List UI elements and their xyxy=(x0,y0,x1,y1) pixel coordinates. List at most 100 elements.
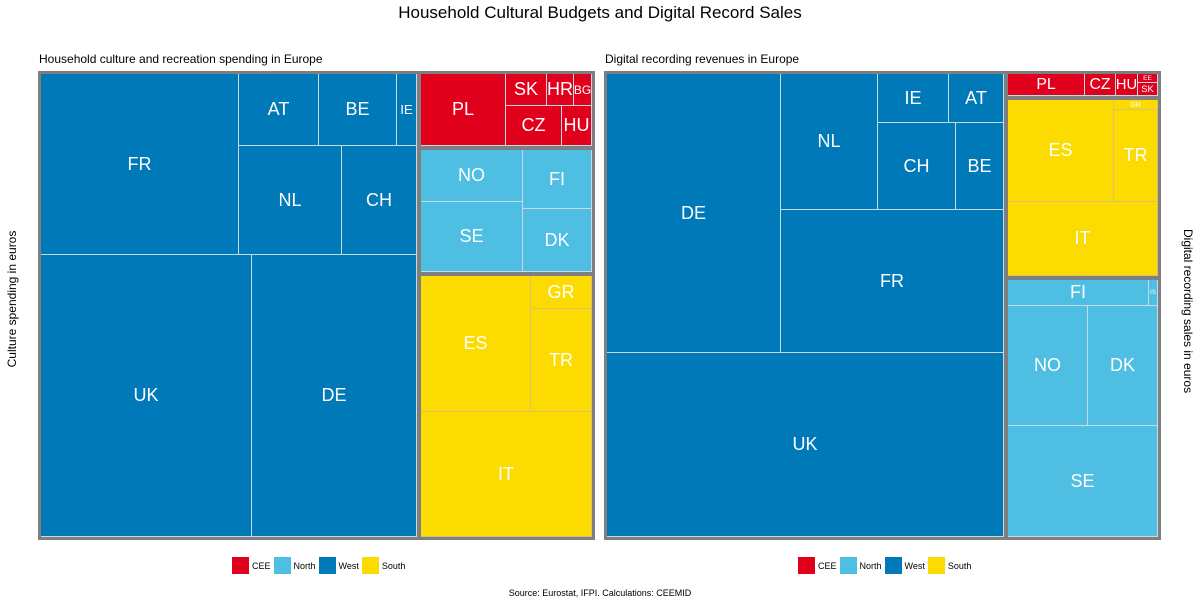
treemap-cell-at: AT xyxy=(949,74,1004,123)
treemap-label: ES xyxy=(1048,140,1073,160)
treemap-cell-ee: EE xyxy=(1138,74,1158,83)
treemap-label: EE xyxy=(1143,74,1152,82)
treemap-label: IS xyxy=(1150,289,1156,296)
treemap-cell-bg: BG xyxy=(574,74,592,106)
treemap-cell-fr: FR xyxy=(781,210,1004,353)
right-treemap: UK DE FR NL CH BE IE AT PL CZ HU SK EE IT ES TR GR SE NO DK… xyxy=(604,71,1161,540)
legend-label-west: West xyxy=(338,560,359,571)
treemap-cell-ch: CH xyxy=(878,123,956,210)
treemap-cell-se: SE xyxy=(421,202,523,272)
source-note: Source: Eurostat, IFPI. Calculations: CE… xyxy=(508,588,692,598)
treemap-label: BE xyxy=(967,155,992,176)
treemap-cell-es: ES xyxy=(1008,100,1114,202)
treemap-label: FI xyxy=(549,168,565,189)
treemap-label: SK xyxy=(1141,84,1154,94)
treemap-cell-it: IT xyxy=(1008,202,1158,276)
treemap-cell-ie: IE xyxy=(397,74,417,146)
treemap-cell-de: DE xyxy=(607,74,781,353)
right-y-axis-label: Digital recording sales in euros xyxy=(1181,229,1195,394)
treemap-label: GR xyxy=(1130,100,1141,109)
treemap-cell-ie: IE xyxy=(878,74,949,123)
treemap-cell-fi: FI xyxy=(523,150,592,209)
legend-label-north: North xyxy=(293,560,316,571)
treemap-label: NO xyxy=(458,165,485,185)
treemap-cell-ch: CH xyxy=(342,146,417,255)
treemap-cell-nl: NL xyxy=(781,74,878,210)
left-chart-subtitle: Household culture and recreation spendin… xyxy=(39,52,323,66)
treemap-label: SE xyxy=(459,226,484,246)
treemap-label: DE xyxy=(680,202,706,223)
treemap-label: BE xyxy=(345,99,370,119)
treemap-cell-cz: CZ xyxy=(1085,74,1116,96)
treemap-cell-nl: NL xyxy=(239,146,342,255)
treemap-label: HR xyxy=(547,79,573,99)
treemap-label: TR xyxy=(1123,145,1148,165)
treemap-label: ES xyxy=(463,333,488,353)
treemap-label: FR xyxy=(880,270,904,291)
treemap-cell-pl: PL xyxy=(1008,74,1085,96)
treemap-label: AT xyxy=(965,87,987,108)
treemap-label: IE xyxy=(904,87,922,108)
legend-swatch-cee xyxy=(232,557,249,574)
legend-label-cee: CEE xyxy=(252,560,271,571)
treemap-cell-gr: GR xyxy=(531,276,592,309)
legend-label-south: South xyxy=(947,560,972,571)
treemap-label: SE xyxy=(1070,470,1095,491)
legend-swatch-south xyxy=(361,557,379,574)
treemap-label: SK xyxy=(513,79,538,99)
treemap-label: PL xyxy=(1036,75,1056,93)
treemap-label: CH xyxy=(366,189,392,210)
treemap-cell-gr: GR xyxy=(1114,100,1158,110)
chart-title: Household Cultural Budgets and Digital R… xyxy=(398,3,802,22)
treemap-label: NO xyxy=(1034,355,1061,375)
treemap-cell-sk: SK xyxy=(506,74,547,106)
right-legend: CEE North West South xyxy=(798,557,974,574)
legend-swatch-north xyxy=(273,557,291,574)
treemap-label: UK xyxy=(133,385,159,405)
treemap-label: DK xyxy=(1109,355,1135,375)
treemap-cell-at: AT xyxy=(239,74,319,146)
treemap-cell-no: NO xyxy=(421,150,523,202)
treemap-cell-hr: HR xyxy=(547,74,574,106)
treemap-cell-be: BE xyxy=(319,74,397,146)
treemap-cell-de: DE xyxy=(252,255,417,537)
treemap-label: CZ xyxy=(521,115,546,135)
legend-label-north: North xyxy=(859,560,882,571)
treemap-cell-es: ES xyxy=(421,276,531,412)
treemap-label: UK xyxy=(792,434,818,454)
treemap-label: TR xyxy=(549,349,573,370)
treemap-label: GR xyxy=(547,281,575,302)
treemap-cell-pl: PL xyxy=(421,74,506,146)
treemap-cell-no: NO xyxy=(1008,306,1088,426)
treemap-cell-se: SE xyxy=(1008,426,1158,537)
treemap-cell-cz: CZ xyxy=(506,106,562,146)
treemap-label: HU xyxy=(563,115,590,135)
left-y-axis-label: Culture spending in euros xyxy=(5,230,19,368)
treemap-label: CZ xyxy=(1089,75,1111,93)
treemap-label: HU xyxy=(1116,76,1138,93)
treemap-cell-is: IS xyxy=(1149,280,1158,306)
treemap-cell-fi: FI xyxy=(1008,280,1149,306)
legend-swatch-north xyxy=(839,557,857,574)
legend-swatch-west xyxy=(318,557,336,574)
treemap-label: BG xyxy=(574,82,592,97)
treemap-cell-dk: DK xyxy=(523,209,592,272)
legend-label-cee: CEE xyxy=(818,560,837,571)
treemap-label: FI xyxy=(1070,282,1086,302)
legend-swatch-south xyxy=(927,557,945,574)
treemap-cell-it: IT xyxy=(421,412,592,537)
treemap-cell-tr: TR xyxy=(1114,110,1158,202)
treemap-label: PL xyxy=(451,99,475,119)
treemap-label: DE xyxy=(321,385,347,405)
treemap-label: IT xyxy=(1074,228,1091,248)
left-legend: CEE North West South xyxy=(232,557,408,574)
right-chart-subtitle: Digital recording revenues in Europe xyxy=(605,52,800,66)
treemap-label: IE xyxy=(400,102,413,117)
treemap-cell-hu: HU xyxy=(1116,74,1138,96)
treemap-label: DK xyxy=(544,229,570,250)
treemap-cell-dk: DK xyxy=(1088,306,1158,426)
treemap-cell-tr: TR xyxy=(531,309,592,412)
treemap-cell-fr: FR xyxy=(41,74,239,255)
legend-swatch-cee xyxy=(798,557,815,574)
treemap-cell-uk: UK xyxy=(41,255,252,537)
